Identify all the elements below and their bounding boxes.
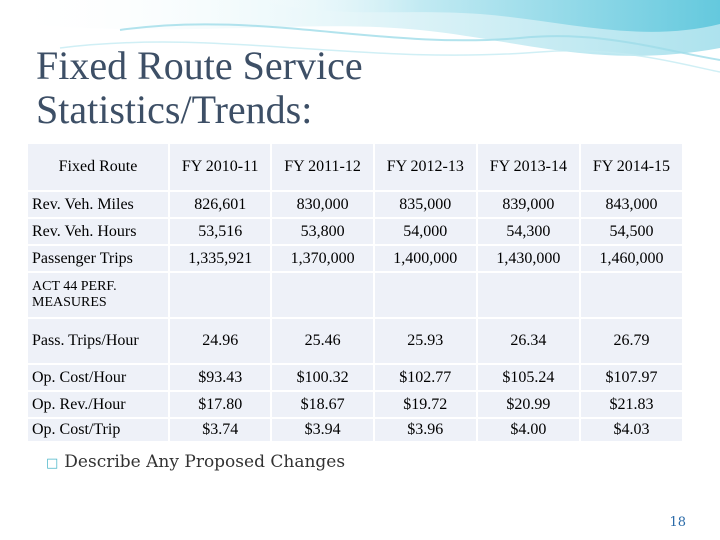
table-cell: 53,800: [272, 219, 373, 244]
table-cell: $4.00: [477, 419, 579, 441]
table-row: Rev. Veh. Hours 53,516 53,800 54,000 54,…: [28, 219, 682, 244]
table-cell: 24.96: [170, 319, 271, 363]
row-label: Op. Rev./Hour: [28, 392, 168, 417]
table-cell: $102.77: [374, 365, 476, 390]
table-cell: [580, 273, 682, 317]
table-cell: $19.72: [374, 392, 476, 417]
table-cell: $100.32: [272, 365, 373, 390]
table-cell: [170, 273, 271, 317]
table-cell: 54,300: [477, 219, 579, 244]
statistics-table: Fixed Route FY 2010-11 FY 2011-12 FY 201…: [26, 142, 684, 443]
table-row: Op. Rev./Hour $17.80 $18.67 $19.72 $20.9…: [28, 392, 682, 417]
row-label: Pass. Trips/Hour: [28, 319, 168, 363]
table-cell: 1,335,921: [170, 246, 271, 271]
table-header-row: Fixed Route FY 2010-11 FY 2011-12 FY 201…: [28, 144, 682, 190]
row-label: Op. Cost/Trip: [28, 419, 168, 441]
table-cell: [374, 273, 476, 317]
table-cell: $17.80: [170, 392, 271, 417]
row-label: Passenger Trips: [28, 246, 168, 271]
table-cell: $107.97: [580, 365, 682, 390]
row-label: ACT 44 PERF. MEASURES: [28, 273, 168, 317]
table-row: Rev. Veh. Miles 826,601 830,000 835,000 …: [28, 192, 682, 217]
row-label: Rev. Veh. Hours: [28, 219, 168, 244]
table-cell: $21.83: [580, 392, 682, 417]
table-cell: $3.94: [272, 419, 373, 441]
table-row: Passenger Trips 1,335,921 1,370,000 1,40…: [28, 246, 682, 271]
table-row: Op. Cost/Trip $3.74 $3.94 $3.96 $4.00 $4…: [28, 419, 682, 441]
header-cell: Fixed Route: [28, 144, 168, 190]
table-cell: $18.67: [272, 392, 373, 417]
table-cell: 54,500: [580, 219, 682, 244]
bullet-item: □ Describe Any Proposed Changes: [46, 452, 345, 472]
square-bullet-icon: □: [46, 456, 59, 471]
table-row: ACT 44 PERF. MEASURES: [28, 273, 682, 317]
table-cell: 26.34: [477, 319, 579, 363]
row-label: Rev. Veh. Miles: [28, 192, 168, 217]
table-cell: 53,516: [170, 219, 271, 244]
header-cell: FY 2012-13: [374, 144, 476, 190]
table-cell: 830,000: [272, 192, 373, 217]
table-cell: $93.43: [170, 365, 271, 390]
table-cell: 826,601: [170, 192, 271, 217]
table-row: Op. Cost/Hour $93.43 $100.32 $102.77 $10…: [28, 365, 682, 390]
bullet-text: Describe Any Proposed Changes: [64, 452, 346, 472]
page-number: 18: [669, 515, 686, 530]
table-cell: 26.79: [580, 319, 682, 363]
header-cell: FY 2014-15: [580, 144, 682, 190]
table-cell: 843,000: [580, 192, 682, 217]
table-cell: 1,430,000: [477, 246, 579, 271]
table-cell: [272, 273, 373, 317]
table-cell: $105.24: [477, 365, 579, 390]
table-cell: $4.03: [580, 419, 682, 441]
table-cell: 1,400,000: [374, 246, 476, 271]
table-row: Pass. Trips/Hour 24.96 25.46 25.93 26.34…: [28, 319, 682, 363]
table-cell: 54,000: [374, 219, 476, 244]
header-cell: FY 2010-11: [170, 144, 271, 190]
slide-title: Fixed Route Service Statistics/Trends:: [36, 43, 363, 132]
table-cell: $20.99: [477, 392, 579, 417]
table-cell: [477, 273, 579, 317]
row-label: Op. Cost/Hour: [28, 365, 168, 390]
table-cell: $3.96: [374, 419, 476, 441]
table-cell: 25.93: [374, 319, 476, 363]
table-cell: $3.74: [170, 419, 271, 441]
table-cell: 1,460,000: [580, 246, 682, 271]
table-cell: 25.46: [272, 319, 373, 363]
header-cell: FY 2013-14: [477, 144, 579, 190]
header-cell: FY 2011-12: [272, 144, 373, 190]
decorative-wave-header: [0, 0, 720, 73]
table-cell: 835,000: [374, 192, 476, 217]
table-cell: 839,000: [477, 192, 579, 217]
table-cell: 1,370,000: [272, 246, 373, 271]
